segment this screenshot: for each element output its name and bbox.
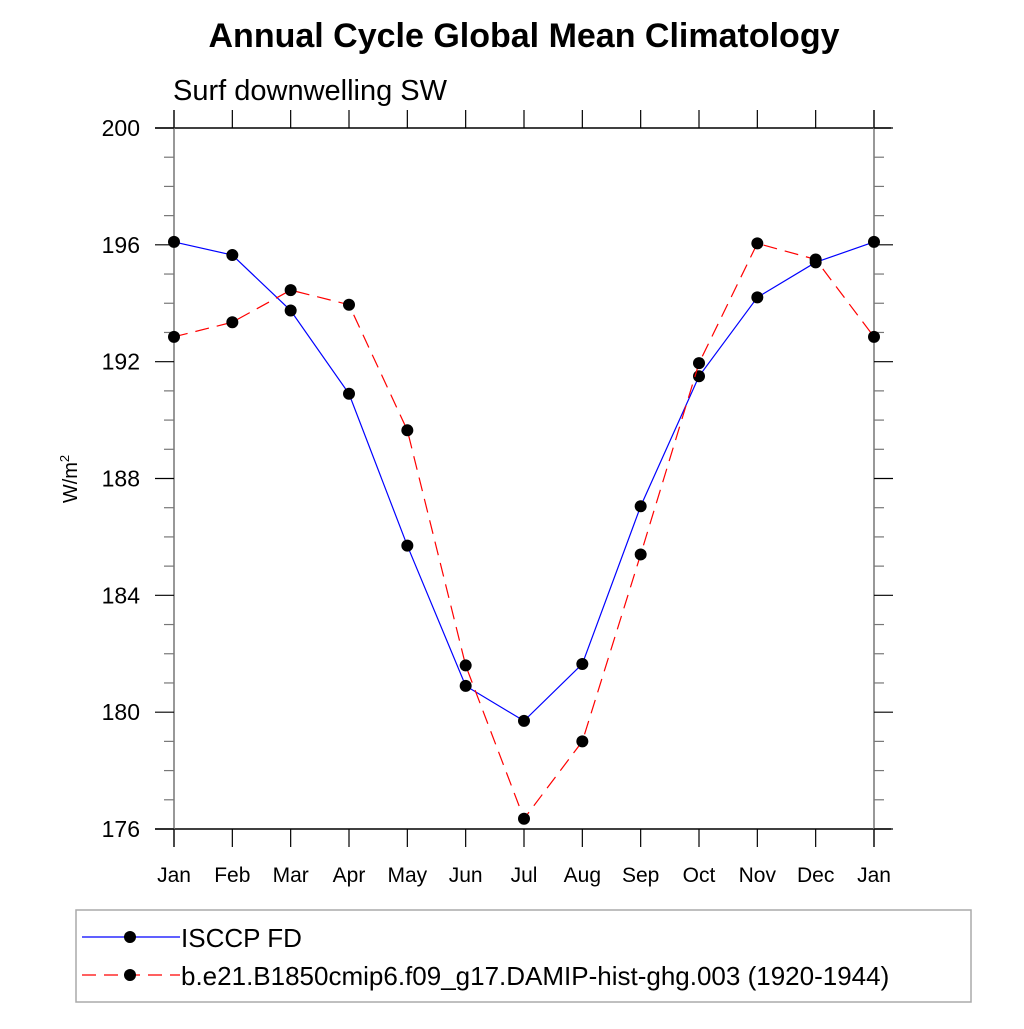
data-point-1 [459, 659, 472, 672]
y-axis-label-superscript: 2 [57, 455, 72, 462]
data-point-1 [284, 284, 297, 297]
x-tick-label: Oct [683, 864, 716, 887]
x-tick-label: May [387, 864, 427, 887]
data-point-1 [693, 357, 705, 370]
series-line-0 [173, 241, 875, 722]
legend-label-1: b.e21.B1850cmip6.f09_g17.DAMIP-hist-ghg.… [181, 961, 889, 991]
data-point-0 [401, 539, 414, 552]
legend: ISCCP FD b.e21.B1850cmip6.f09_g17.DAMIP-h… [75, 909, 972, 1003]
data-point-1 [576, 735, 589, 748]
x-tick-label: Jun [449, 864, 483, 887]
x-tick-label: Aug [564, 864, 601, 887]
data-point-1 [751, 237, 764, 250]
data-point-1 [634, 548, 647, 561]
data-point-1 [343, 298, 355, 311]
x-tick-label: Jul [511, 864, 538, 887]
data-point-1 [401, 424, 414, 437]
data-point-0 [284, 304, 297, 317]
legend-marker-1 [124, 969, 136, 981]
x-tick-label: Mar [273, 864, 309, 887]
series-line-1 [173, 242, 875, 821]
legend-marker-0 [124, 931, 136, 943]
y-tick-label: 192 [102, 349, 140, 375]
data-point-1 [809, 253, 822, 266]
x-tick-label: Feb [214, 864, 250, 887]
data-point-1 [868, 330, 880, 343]
data-point-0 [226, 249, 239, 262]
y-tick-label: 188 [102, 466, 140, 492]
x-tick-label: Jan [857, 864, 891, 887]
data-point-0 [634, 500, 647, 513]
chart-subtitle: Surf downwelling SW [173, 75, 448, 107]
y-tick-label: 176 [102, 816, 140, 842]
data-point-1 [226, 316, 239, 329]
y-axis-label-unit: W/m [60, 462, 82, 503]
data-point-0 [343, 387, 355, 400]
axes: Jan Feb Mar Apr May Jun Jul Aug Sep Oct Nov Dec Jan 1… [102, 110, 893, 887]
data-point-0 [868, 235, 880, 248]
data-point-1 [168, 330, 180, 343]
data-point-0 [168, 235, 180, 248]
x-tick-label: Nov [739, 864, 777, 887]
y-tick-label: 196 [102, 232, 140, 258]
data-point-0 [576, 657, 589, 670]
x-tick-label: Apr [333, 864, 366, 887]
data-point-0 [459, 679, 472, 692]
series-layer [168, 235, 880, 825]
legend-box [75, 909, 972, 1003]
x-tick-label: Sep [622, 864, 659, 887]
y-axis-label: W/m2 [57, 455, 82, 503]
data-point-0 [518, 714, 530, 727]
x-tick-label: Dec [797, 864, 834, 887]
chart-title: Annual Cycle Global Mean Climatology [209, 17, 840, 55]
y-tick-label: 200 [102, 115, 140, 141]
y-tick-label: 180 [102, 699, 140, 725]
data-point-1 [518, 812, 530, 825]
x-tick-label: Jan [157, 864, 191, 887]
data-point-0 [751, 291, 764, 304]
legend-label-0: ISCCP FD [181, 923, 302, 953]
y-tick-label: 184 [102, 582, 141, 608]
